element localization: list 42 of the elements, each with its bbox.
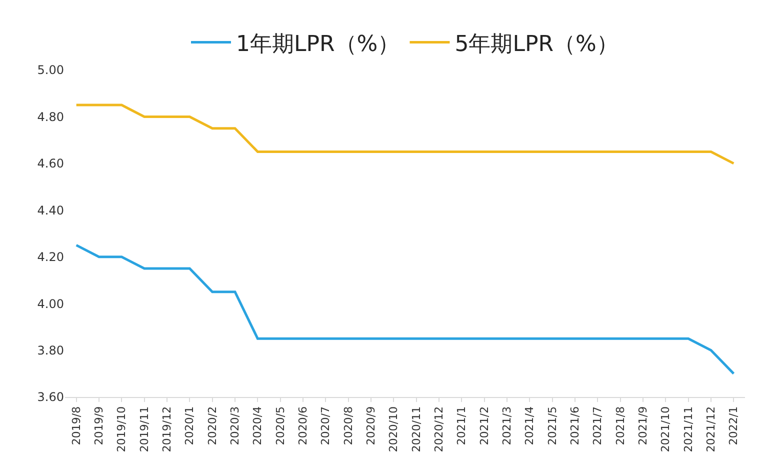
line-series <box>75 244 735 375</box>
y-tick-label: 3.60 <box>37 390 64 404</box>
x-tick-label: 2021/2 <box>478 406 491 446</box>
y-tick-label: 4.20 <box>37 250 64 264</box>
x-tick-label: 2020/12 <box>432 406 446 452</box>
x-tick-label: 2020/6 <box>296 406 310 446</box>
x-tick-label: 2019/8 <box>70 406 83 446</box>
y-tick-label: 5.00 <box>37 63 64 78</box>
y-tick-label: 4.00 <box>37 296 64 311</box>
x-tick-label: 2020/3 <box>228 406 242 446</box>
x-tick-label: 2019/11 <box>138 406 151 452</box>
x-tick-label: 2021/6 <box>568 406 582 446</box>
x-tick-label: 2020/11 <box>410 406 423 452</box>
line-series <box>75 104 735 165</box>
x-tick-label: 2019/10 <box>115 406 128 452</box>
x-tick-label: 2020/7 <box>319 406 332 446</box>
x-tick-label: 2020/2 <box>206 406 219 446</box>
x-tick-label: 2021/4 <box>523 406 536 446</box>
x-tick-label: 2021/7 <box>591 406 604 446</box>
legend-label: 5年期LPR（%） <box>454 32 618 57</box>
x-tick-label: 2021/9 <box>636 406 650 446</box>
legend-label: 1年期LPR（%） <box>236 32 400 57</box>
x-tick-label: 2021/3 <box>500 406 514 446</box>
x-tick-label: 2019/12 <box>160 406 174 452</box>
x-tick-label: 2021/1 <box>455 406 468 446</box>
x-tick-label: 2022/1 <box>727 406 740 446</box>
x-tick-label: 2020/4 <box>251 406 264 446</box>
y-tick-label: 4.80 <box>37 110 64 124</box>
x-tick-label: 2020/10 <box>387 406 400 452</box>
x-tick-label: 2020/1 <box>183 406 196 446</box>
x-tick-label: 2021/12 <box>704 406 718 452</box>
x-tick-label: 2021/10 <box>659 406 672 452</box>
y-tick-label: 4.60 <box>37 156 64 171</box>
x-tick-label: 2021/11 <box>682 406 695 452</box>
x-tick-label: 2020/9 <box>364 406 378 446</box>
y-tick-label: 3.80 <box>37 343 64 358</box>
x-tick-label: 2021/8 <box>614 406 627 446</box>
y-tick-label: 4.40 <box>37 203 64 218</box>
x-tick-label: 2020/5 <box>274 406 287 446</box>
x-tick-label: 2021/5 <box>546 406 559 446</box>
x-tick-label: 2020/8 <box>342 406 355 446</box>
x-tick-label: 2019/9 <box>92 406 106 446</box>
